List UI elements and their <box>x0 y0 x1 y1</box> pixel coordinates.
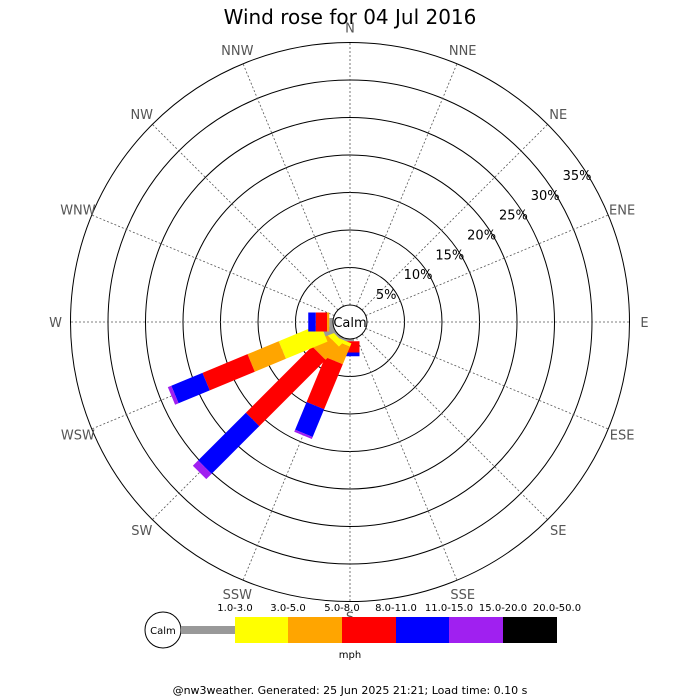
bar-wsw-15.0-20.0 <box>167 385 179 405</box>
direction-label-wsw: WSW <box>61 429 95 444</box>
radial-tick-label: 30% <box>531 189 560 204</box>
legend-calm-label: Calm <box>150 626 176 637</box>
legend-label-1.0-3.0: 1.0-3.0 <box>217 603 252 614</box>
grid-ring <box>70 42 630 602</box>
direction-label-ese: ESE <box>610 429 635 444</box>
legend-swatch-20.0-50.0 <box>503 617 557 643</box>
grid-spoke <box>365 328 609 430</box>
radial-tick-label: 10% <box>404 268 433 283</box>
radial-tick-label: 5% <box>376 288 397 303</box>
radial-tick-label: 15% <box>435 248 464 263</box>
direction-label-ne: NE <box>549 108 567 123</box>
bar-w-8.0-11.0 <box>315 312 327 332</box>
legend-label-8.0-11.0: 8.0-11.0 <box>375 603 417 614</box>
grid-spoke <box>242 63 344 307</box>
grid-ring <box>257 229 443 415</box>
direction-label-w: W <box>49 316 62 331</box>
label-layer: NNNENEENEEESESESSESSSWSWWSWWWNWNWNNW5%10… <box>49 22 649 626</box>
bar-ssw-8.0-11.0 <box>306 356 343 410</box>
bar-wsw-11.0-15.0 <box>171 372 210 404</box>
legend-swatch-15.0-20.0 <box>449 617 503 643</box>
grid-spoke <box>361 333 548 520</box>
direction-label-nne: NNE <box>449 44 477 59</box>
direction-label-n: N <box>345 22 355 37</box>
legend-label-5.0-8.0: 5.0-8.0 <box>324 603 359 614</box>
direction-label-wnw: WNW <box>60 203 96 218</box>
bar-sw-11.0-15.0 <box>198 412 260 474</box>
direction-label-nnw: NNW <box>221 44 253 59</box>
bar-wsw-5.0-8.0 <box>247 341 286 372</box>
legend-swatch-5.0-8.0 <box>288 617 342 643</box>
bar-w-5.0-8.0 <box>327 312 330 332</box>
radial-tick-label: 20% <box>467 229 496 244</box>
radial-tick-label: 35% <box>563 169 592 184</box>
grid-layer <box>70 42 630 602</box>
calm-center: Calm <box>332 304 368 340</box>
direction-label-se: SE <box>550 524 566 539</box>
direction-label-e: E <box>640 316 648 331</box>
legend-label-15.0-20.0: 15.0-20.0 <box>479 603 527 614</box>
footer-credit: @nw3weather. Generated: 25 Jun 2025 21:2… <box>173 684 528 697</box>
legend-unit: mph <box>339 650 361 661</box>
bar-w-11.0-15.0 <box>308 312 316 332</box>
grid-spoke <box>356 337 458 581</box>
chart-title: Wind rose for 04 Jul 2016 <box>224 5 477 29</box>
bar-ssw-15.0-20.0 <box>294 429 313 440</box>
legend-label-20.0-50.0: 20.0-50.0 <box>533 603 581 614</box>
legend-label-3.0-5.0: 3.0-5.0 <box>270 603 305 614</box>
legend-swatch-3.0-5.0 <box>235 617 288 643</box>
grid-spoke <box>152 124 339 311</box>
grid-ring <box>145 117 555 527</box>
radial-tick-label: 25% <box>499 209 528 224</box>
calm-circle <box>332 304 368 340</box>
bar-layer <box>167 312 360 480</box>
legend: Calm mph 1.0-3.0 3.0-5.0 5.0-8.0 8.0-11.0 11… <box>144 603 581 661</box>
direction-label-ssw: SSW <box>223 588 253 603</box>
bar-wsw-3.0-5.0 <box>278 324 328 359</box>
legend-label-11.0-15.0: 11.0-15.0 <box>425 603 473 614</box>
legend-swatch-11.0-15.0 <box>396 617 449 643</box>
bar-wsw-8.0-11.0 <box>202 354 255 391</box>
direction-label-sw: SW <box>131 524 152 539</box>
direction-label-nw: NW <box>130 108 153 123</box>
bar-ssw-11.0-15.0 <box>295 401 325 437</box>
grid-spoke <box>91 214 335 316</box>
direction-label-sse: SSE <box>450 588 475 603</box>
direction-label-ene: ENE <box>609 203 635 218</box>
calm-label: Calm <box>333 316 366 331</box>
legend-swatch-8.0-11.0 <box>342 617 396 643</box>
bar-sw-15.0-20.0 <box>192 460 212 480</box>
legend-swatch-1.0-3.0 <box>181 626 235 634</box>
bar-sw-8.0-11.0 <box>245 346 326 427</box>
